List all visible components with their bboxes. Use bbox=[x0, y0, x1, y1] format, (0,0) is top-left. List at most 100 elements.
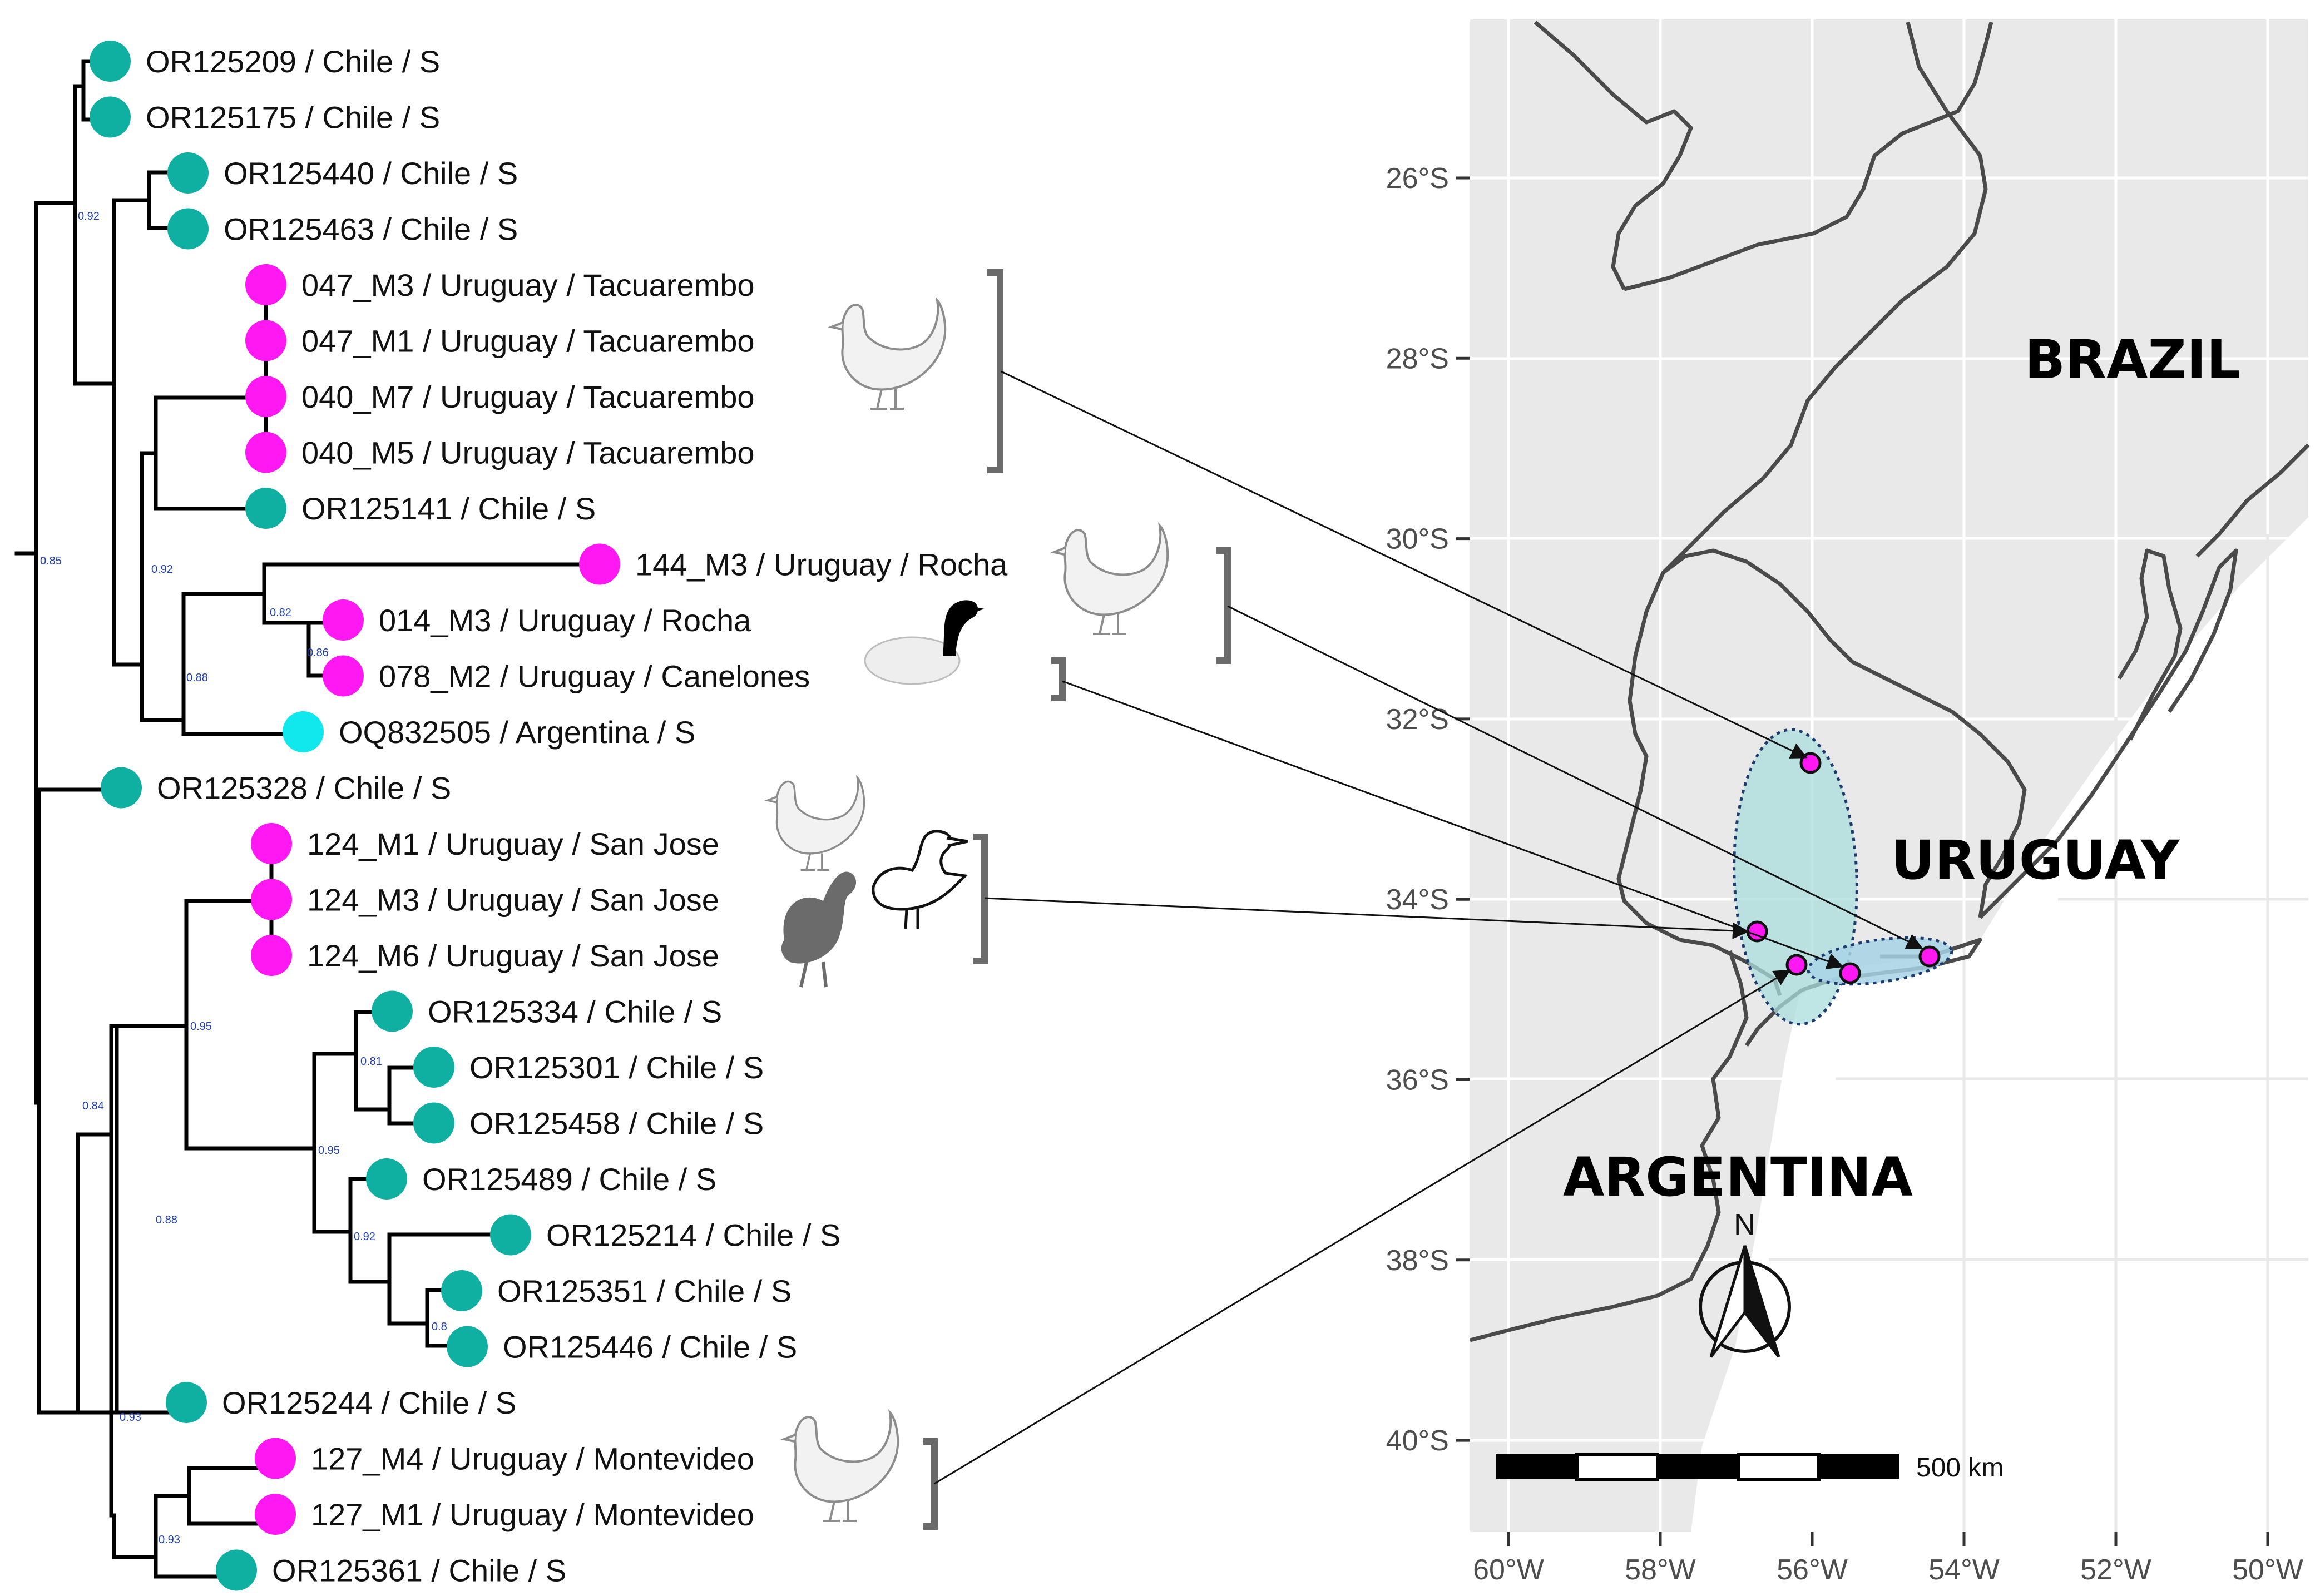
lat-tick-label: 32°S bbox=[1386, 703, 1449, 736]
tip-label: OQ832505 / Argentina / S bbox=[339, 715, 695, 750]
tip-label: OR125351 / Chile / S bbox=[497, 1273, 792, 1308]
country-label-argentina: ARGENTINA bbox=[1563, 1146, 1913, 1208]
tip-point-chile bbox=[490, 1214, 531, 1256]
tip-label: 127_M4 / Uruguay / Montevideo bbox=[311, 1441, 754, 1476]
tip-label: 124_M6 / Uruguay / San Jose bbox=[307, 938, 719, 973]
tip-point-argentina bbox=[283, 711, 324, 752]
scale-label: 500 km bbox=[1916, 1453, 2004, 1483]
tip-point-chile bbox=[413, 1102, 454, 1144]
chicken-icon bbox=[783, 1411, 899, 1522]
support-value: 0.93 bbox=[159, 1534, 180, 1546]
sample-points bbox=[1746, 752, 1941, 984]
tip-point-uruguay bbox=[251, 823, 292, 864]
tip-point-chile bbox=[90, 96, 131, 138]
duck-icon bbox=[872, 830, 968, 929]
support-value: 0.93 bbox=[120, 1411, 141, 1424]
tip-label: OR125175 / Chile / S bbox=[146, 100, 440, 135]
tip-label: OR125301 / Chile / S bbox=[469, 1050, 764, 1085]
ocean-grid bbox=[1769, 534, 2308, 1532]
tip-label: OR125209 / Chile / S bbox=[146, 44, 440, 79]
ocean bbox=[1691, 517, 2308, 1532]
tip-point-chile bbox=[90, 41, 131, 82]
tip-point-chile bbox=[413, 1047, 454, 1088]
tip-point-uruguay bbox=[255, 1494, 296, 1535]
support-value: 0.92 bbox=[151, 563, 173, 576]
support-value: 0.88 bbox=[156, 1214, 177, 1226]
tip-point-uruguay bbox=[251, 935, 292, 976]
tip-point-chile bbox=[372, 990, 413, 1032]
lat-tick-label: 34°S bbox=[1386, 884, 1449, 916]
goose-icon bbox=[864, 600, 985, 685]
connector-lines bbox=[934, 370, 1923, 1485]
tip-label: OR125440 / Chile / S bbox=[224, 156, 518, 191]
tree-branches bbox=[14, 59, 602, 1579]
lon-tick-label: 50°W bbox=[2232, 1554, 2303, 1586]
tip-point-uruguay bbox=[251, 879, 292, 920]
lat-tick-label: 26°S bbox=[1386, 162, 1449, 195]
lat-tick-label: 38°S bbox=[1386, 1245, 1449, 1277]
turkey-icon bbox=[781, 871, 857, 988]
lon-tick-label: 54°W bbox=[1928, 1554, 2000, 1586]
tip-point-chile bbox=[101, 767, 142, 809]
support-value: 0.92 bbox=[78, 210, 100, 222]
tip-point-uruguay bbox=[579, 543, 620, 585]
tip-label: OR125328 / Chile / S bbox=[157, 771, 451, 806]
support-value: 0.85 bbox=[40, 555, 62, 567]
support-value: 0.84 bbox=[82, 1100, 104, 1112]
north-label: N bbox=[1734, 1208, 1755, 1241]
map-point-canelones bbox=[1839, 962, 1861, 984]
lat-tick-label: 40°S bbox=[1386, 1425, 1449, 1457]
lat-tick-label: 30°S bbox=[1386, 523, 1449, 556]
map-point-montevideo bbox=[1785, 954, 1808, 976]
tip-point-uruguay bbox=[245, 376, 286, 417]
tip-point-chile bbox=[167, 152, 209, 194]
support-value: 0.92 bbox=[354, 1231, 375, 1243]
country-label-brazil: BRAZIL bbox=[2025, 329, 2240, 391]
tip-label: 127_M1 / Uruguay / Montevideo bbox=[311, 1497, 754, 1532]
tip-point-chile bbox=[166, 1382, 207, 1423]
tip-label: 040_M5 / Uruguay / Tacuarembo bbox=[301, 435, 755, 470]
support-values: 0.92 0.85 0.92 0.82 0.86 0.88 0.84 0.95 … bbox=[40, 210, 447, 1546]
location-hulls bbox=[1733, 728, 1953, 1026]
tip-label: OR125446 / Chile / S bbox=[503, 1330, 797, 1365]
scale-bar: 500 km bbox=[1496, 1453, 2004, 1483]
tip-label: OR125334 / Chile / S bbox=[428, 994, 722, 1029]
tip-point-uruguay bbox=[245, 320, 286, 361]
support-value: 0.88 bbox=[186, 672, 208, 684]
support-value: 0.81 bbox=[360, 1055, 382, 1068]
phylogenetic-tree: 0.92 0.85 0.92 0.82 0.86 0.88 0.84 0.95 … bbox=[14, 41, 1008, 1591]
support-value: 0.95 bbox=[318, 1144, 340, 1157]
map-panel: BRAZIL URUGUAY ARGENTINA N 500 km 26°S 28… bbox=[1386, 19, 2310, 1586]
tip-label: OR125214 / Chile / S bbox=[546, 1218, 840, 1253]
tip-point-uruguay bbox=[245, 432, 286, 473]
chicken-icon bbox=[830, 299, 947, 410]
support-value: 0.95 bbox=[190, 1020, 212, 1033]
tip-label: 124_M1 / Uruguay / San Jose bbox=[307, 826, 719, 861]
lat-tick-label: 28°S bbox=[1386, 343, 1449, 375]
host-brackets bbox=[923, 269, 1231, 1530]
lon-axis: 60°W 58°W 56°W 54°W 52°W 50°W bbox=[1473, 1532, 2303, 1586]
tip-label: OR125361 / Chile / S bbox=[272, 1553, 566, 1588]
chicken-icon bbox=[1053, 524, 1169, 635]
hull-tacuarembo-canelones bbox=[1733, 728, 1858, 1026]
tip-label: 014_M3 / Uruguay / Rocha bbox=[379, 603, 751, 638]
lon-tick-label: 52°W bbox=[2080, 1554, 2151, 1586]
country-label-uruguay: URUGUAY bbox=[1891, 829, 2180, 891]
lat-tick-label: 36°S bbox=[1386, 1064, 1449, 1097]
map-point-rocha bbox=[1918, 945, 1941, 968]
tip-label: 078_M2 / Uruguay / Canelones bbox=[379, 659, 810, 694]
tip-point-chile bbox=[366, 1158, 407, 1200]
tip-point-uruguay bbox=[255, 1438, 296, 1479]
tip-label: 124_M3 / Uruguay / San Jose bbox=[307, 883, 719, 918]
tip-point-chile bbox=[245, 488, 286, 529]
tip-point-uruguay bbox=[323, 655, 364, 697]
support-value: 0.8 bbox=[432, 1321, 447, 1333]
tip-label: 047_M3 / Uruguay / Tacuarembo bbox=[301, 267, 755, 303]
tip-point-uruguay bbox=[245, 264, 286, 305]
lon-tick-label: 60°W bbox=[1473, 1554, 1544, 1586]
tip-label: OR125458 / Chile / S bbox=[469, 1106, 764, 1141]
lon-tick-label: 58°W bbox=[1625, 1554, 1696, 1586]
tip-label: OR125463 / Chile / S bbox=[224, 212, 518, 247]
tip-point-chile bbox=[441, 1270, 482, 1311]
